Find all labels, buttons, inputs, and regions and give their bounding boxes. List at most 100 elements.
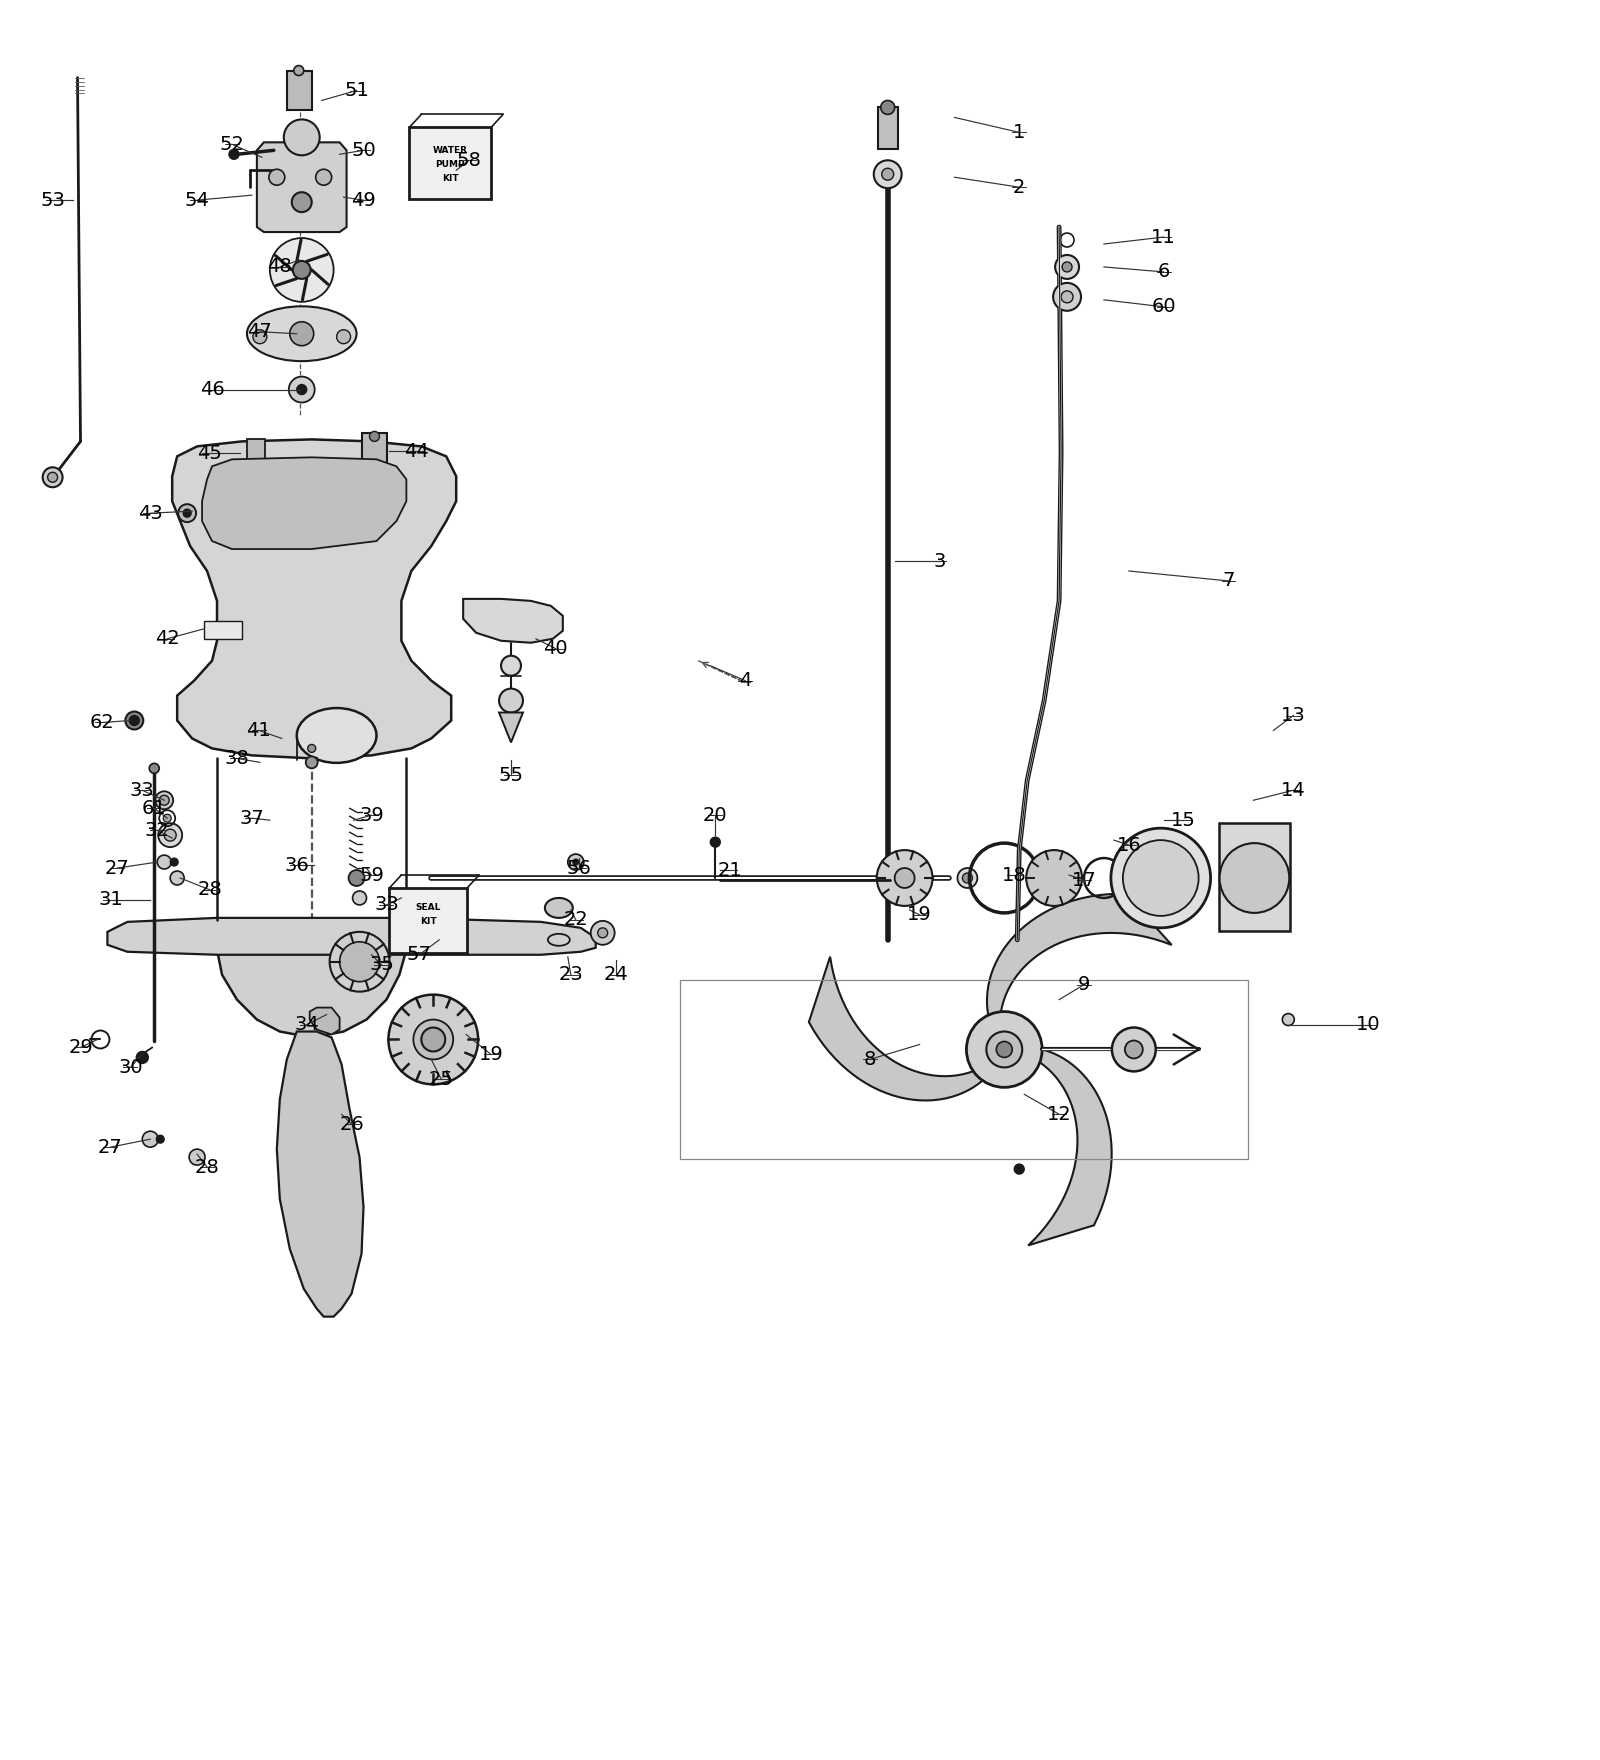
Polygon shape bbox=[258, 143, 347, 232]
Text: SEAL: SEAL bbox=[416, 903, 442, 912]
Circle shape bbox=[290, 322, 314, 345]
Text: 42: 42 bbox=[155, 630, 179, 648]
Text: 14: 14 bbox=[1282, 781, 1306, 799]
Circle shape bbox=[160, 796, 170, 806]
Circle shape bbox=[157, 1135, 165, 1144]
Circle shape bbox=[270, 238, 334, 301]
Text: 34: 34 bbox=[294, 1016, 318, 1035]
Text: 37: 37 bbox=[240, 808, 264, 827]
Text: 56: 56 bbox=[566, 859, 592, 878]
Text: PUMP: PUMP bbox=[435, 160, 466, 169]
FancyBboxPatch shape bbox=[362, 433, 387, 465]
Text: 7: 7 bbox=[1222, 572, 1235, 590]
Circle shape bbox=[997, 1042, 1013, 1058]
Ellipse shape bbox=[546, 898, 573, 919]
Ellipse shape bbox=[296, 708, 376, 762]
Text: 54: 54 bbox=[184, 190, 210, 209]
Text: 45: 45 bbox=[197, 444, 221, 463]
Circle shape bbox=[43, 468, 62, 488]
Text: 41: 41 bbox=[246, 722, 272, 739]
Text: 28: 28 bbox=[198, 880, 222, 899]
Circle shape bbox=[130, 716, 139, 725]
Text: 55: 55 bbox=[499, 766, 523, 785]
Circle shape bbox=[330, 931, 389, 991]
Polygon shape bbox=[107, 919, 595, 954]
Circle shape bbox=[291, 192, 312, 213]
Circle shape bbox=[1053, 283, 1082, 312]
Text: 33: 33 bbox=[374, 896, 398, 915]
Circle shape bbox=[170, 871, 184, 885]
Text: 17: 17 bbox=[1072, 871, 1096, 889]
Text: 30: 30 bbox=[118, 1058, 142, 1077]
Circle shape bbox=[339, 942, 379, 982]
Circle shape bbox=[874, 160, 902, 188]
Text: 9: 9 bbox=[1078, 975, 1090, 994]
Text: 52: 52 bbox=[219, 136, 245, 153]
Circle shape bbox=[125, 711, 144, 729]
Text: 33: 33 bbox=[130, 781, 155, 799]
Text: 27: 27 bbox=[106, 859, 130, 878]
Circle shape bbox=[963, 873, 973, 884]
Text: 15: 15 bbox=[1171, 811, 1197, 829]
Circle shape bbox=[1110, 829, 1211, 928]
Circle shape bbox=[149, 764, 160, 773]
Text: 40: 40 bbox=[544, 639, 568, 658]
FancyBboxPatch shape bbox=[389, 889, 467, 952]
Text: 31: 31 bbox=[98, 891, 123, 910]
Circle shape bbox=[163, 815, 171, 822]
Text: WATER: WATER bbox=[432, 146, 467, 155]
Circle shape bbox=[389, 994, 478, 1084]
Text: 18: 18 bbox=[1002, 866, 1027, 885]
Circle shape bbox=[229, 150, 238, 160]
Circle shape bbox=[142, 1132, 158, 1148]
Circle shape bbox=[1219, 843, 1290, 913]
Text: 46: 46 bbox=[200, 380, 224, 400]
Circle shape bbox=[48, 472, 58, 482]
Text: 26: 26 bbox=[339, 1114, 363, 1133]
Circle shape bbox=[986, 1031, 1022, 1067]
Text: 57: 57 bbox=[406, 945, 432, 964]
Text: 20: 20 bbox=[702, 806, 728, 825]
Polygon shape bbox=[462, 598, 563, 642]
Polygon shape bbox=[987, 894, 1171, 1016]
Polygon shape bbox=[310, 1007, 339, 1035]
Text: 49: 49 bbox=[350, 190, 376, 209]
Circle shape bbox=[189, 1149, 205, 1165]
Text: 13: 13 bbox=[1282, 706, 1306, 725]
FancyBboxPatch shape bbox=[410, 127, 491, 199]
Text: 2: 2 bbox=[1013, 178, 1026, 197]
Circle shape bbox=[296, 385, 307, 394]
Circle shape bbox=[352, 891, 366, 905]
Text: 8: 8 bbox=[864, 1051, 875, 1068]
Circle shape bbox=[421, 1028, 445, 1051]
Polygon shape bbox=[218, 920, 406, 1037]
Circle shape bbox=[182, 509, 190, 517]
Circle shape bbox=[306, 757, 318, 769]
Circle shape bbox=[598, 928, 608, 938]
Text: 25: 25 bbox=[429, 1070, 454, 1089]
Text: 53: 53 bbox=[40, 190, 66, 209]
Text: 36: 36 bbox=[285, 855, 309, 875]
Text: 12: 12 bbox=[1046, 1105, 1072, 1123]
Circle shape bbox=[877, 850, 933, 906]
Circle shape bbox=[253, 329, 267, 343]
Polygon shape bbox=[499, 713, 523, 743]
FancyBboxPatch shape bbox=[878, 107, 898, 150]
Text: 23: 23 bbox=[558, 964, 582, 984]
Ellipse shape bbox=[547, 935, 570, 945]
Text: KIT: KIT bbox=[419, 917, 437, 926]
Circle shape bbox=[336, 329, 350, 343]
Circle shape bbox=[170, 859, 178, 866]
Circle shape bbox=[165, 829, 176, 841]
Circle shape bbox=[1123, 840, 1198, 915]
Text: 24: 24 bbox=[603, 964, 629, 984]
Text: 1: 1 bbox=[1013, 123, 1026, 143]
FancyBboxPatch shape bbox=[1219, 824, 1290, 931]
FancyBboxPatch shape bbox=[246, 440, 266, 465]
Circle shape bbox=[155, 792, 173, 810]
Text: 28: 28 bbox=[195, 1158, 219, 1177]
Text: 39: 39 bbox=[358, 806, 384, 825]
Polygon shape bbox=[173, 440, 456, 759]
Circle shape bbox=[307, 744, 315, 753]
Circle shape bbox=[1062, 262, 1072, 273]
